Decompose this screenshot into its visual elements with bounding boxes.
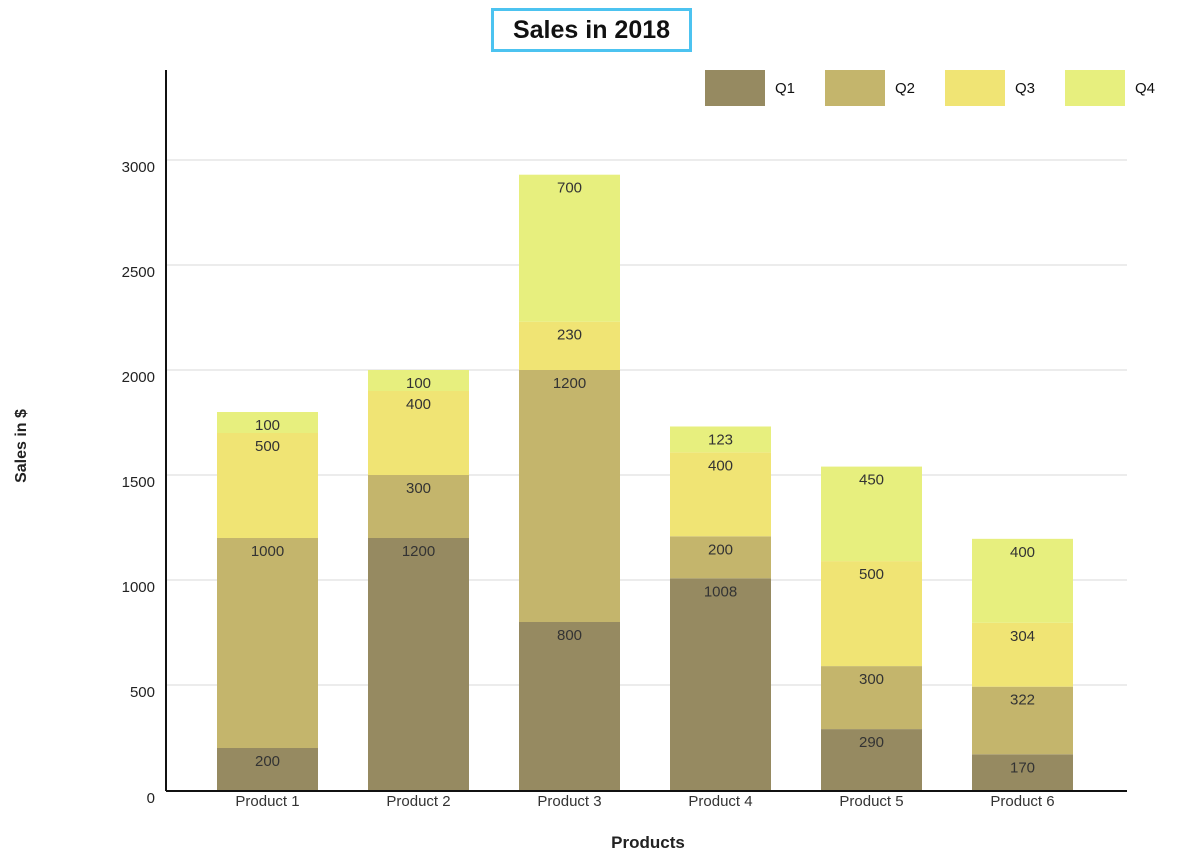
data-label: 290 — [859, 734, 884, 751]
y-tick-label: 2500 — [122, 264, 155, 281]
bar-segment-q3 — [821, 561, 922, 667]
y-tick-label: 2000 — [122, 369, 155, 386]
bar-segment-q2 — [670, 536, 771, 579]
y-tick-label: 500 — [130, 684, 155, 701]
data-label: 322 — [1010, 692, 1035, 709]
legend-label: Q3 — [1015, 80, 1035, 97]
bar-segment-q2 — [972, 686, 1073, 755]
data-label: 400 — [1010, 544, 1035, 561]
legend-label: Q2 — [895, 80, 915, 97]
bar-segment-q3 — [972, 622, 1073, 687]
bar-segment-q2 — [217, 538, 318, 748]
data-label: 200 — [708, 541, 733, 558]
bar-segment-q4 — [670, 426, 771, 453]
bar-segment-q4 — [217, 412, 318, 433]
data-label: 500 — [859, 566, 884, 583]
bar-segment-q4 — [368, 370, 469, 391]
data-label: 1000 — [251, 543, 284, 560]
data-label: 400 — [406, 396, 431, 413]
data-label: 400 — [708, 457, 733, 474]
bar-segment-q1 — [368, 538, 469, 790]
data-label: 1200 — [402, 543, 435, 560]
bar-segment-q3 — [217, 433, 318, 538]
data-label: 1008 — [704, 583, 737, 600]
data-label: 300 — [406, 480, 431, 497]
legend-label: Q4 — [1135, 80, 1155, 97]
y-tick-label: 0 — [147, 790, 155, 807]
x-tick-label: Product 4 — [688, 793, 752, 810]
bar-segment-q3 — [368, 391, 469, 475]
bar-segment-q4 — [821, 466, 922, 562]
x-tick-label: Product 2 — [386, 793, 450, 810]
x-tick-label: Product 5 — [839, 793, 903, 810]
bar-segment-q2 — [519, 370, 620, 622]
y-tick-label: 3000 — [122, 159, 155, 176]
bar-segment-q4 — [972, 538, 1073, 623]
data-label: 200 — [255, 753, 280, 770]
bar-segment-q1 — [972, 754, 1073, 790]
bar-segment-q4 — [519, 174, 620, 322]
x-tick-label: Product 6 — [990, 793, 1054, 810]
data-label: 500 — [255, 438, 280, 455]
chart-title: Sales in 2018 — [491, 8, 692, 52]
data-label: 170 — [1010, 759, 1035, 776]
x-axis-label: Products — [611, 833, 685, 852]
data-label: 800 — [557, 627, 582, 644]
data-label: 1200 — [553, 375, 586, 392]
data-label: 123 — [708, 431, 733, 448]
data-label: 100 — [255, 417, 280, 434]
y-tick-label: 1500 — [122, 474, 155, 491]
bar-segment-q1 — [519, 622, 620, 790]
x-tick-label: Product 1 — [235, 793, 299, 810]
data-label: 300 — [859, 671, 884, 688]
legend-swatch-q3 — [945, 70, 1005, 106]
legend-swatch-q1 — [705, 70, 765, 106]
legend-label: Q1 — [775, 80, 795, 97]
bar-segment-q2 — [821, 666, 922, 730]
data-label: 230 — [557, 327, 582, 344]
x-tick-label: Product 3 — [537, 793, 601, 810]
data-label: 100 — [406, 375, 431, 392]
legend-swatch-q4 — [1065, 70, 1125, 106]
y-tick-label: 1000 — [122, 579, 155, 596]
bar-segment-q1 — [670, 578, 771, 790]
data-label: 304 — [1010, 628, 1035, 645]
bar-segment-q2 — [368, 475, 469, 538]
data-label: 450 — [859, 472, 884, 489]
bar-segment-q3 — [670, 452, 771, 537]
data-label: 700 — [557, 180, 582, 197]
legend-swatch-q2 — [825, 70, 885, 106]
bar-segment-q1 — [821, 729, 922, 790]
bar-segment-q1 — [217, 748, 318, 790]
bar-segment-q3 — [519, 321, 620, 370]
